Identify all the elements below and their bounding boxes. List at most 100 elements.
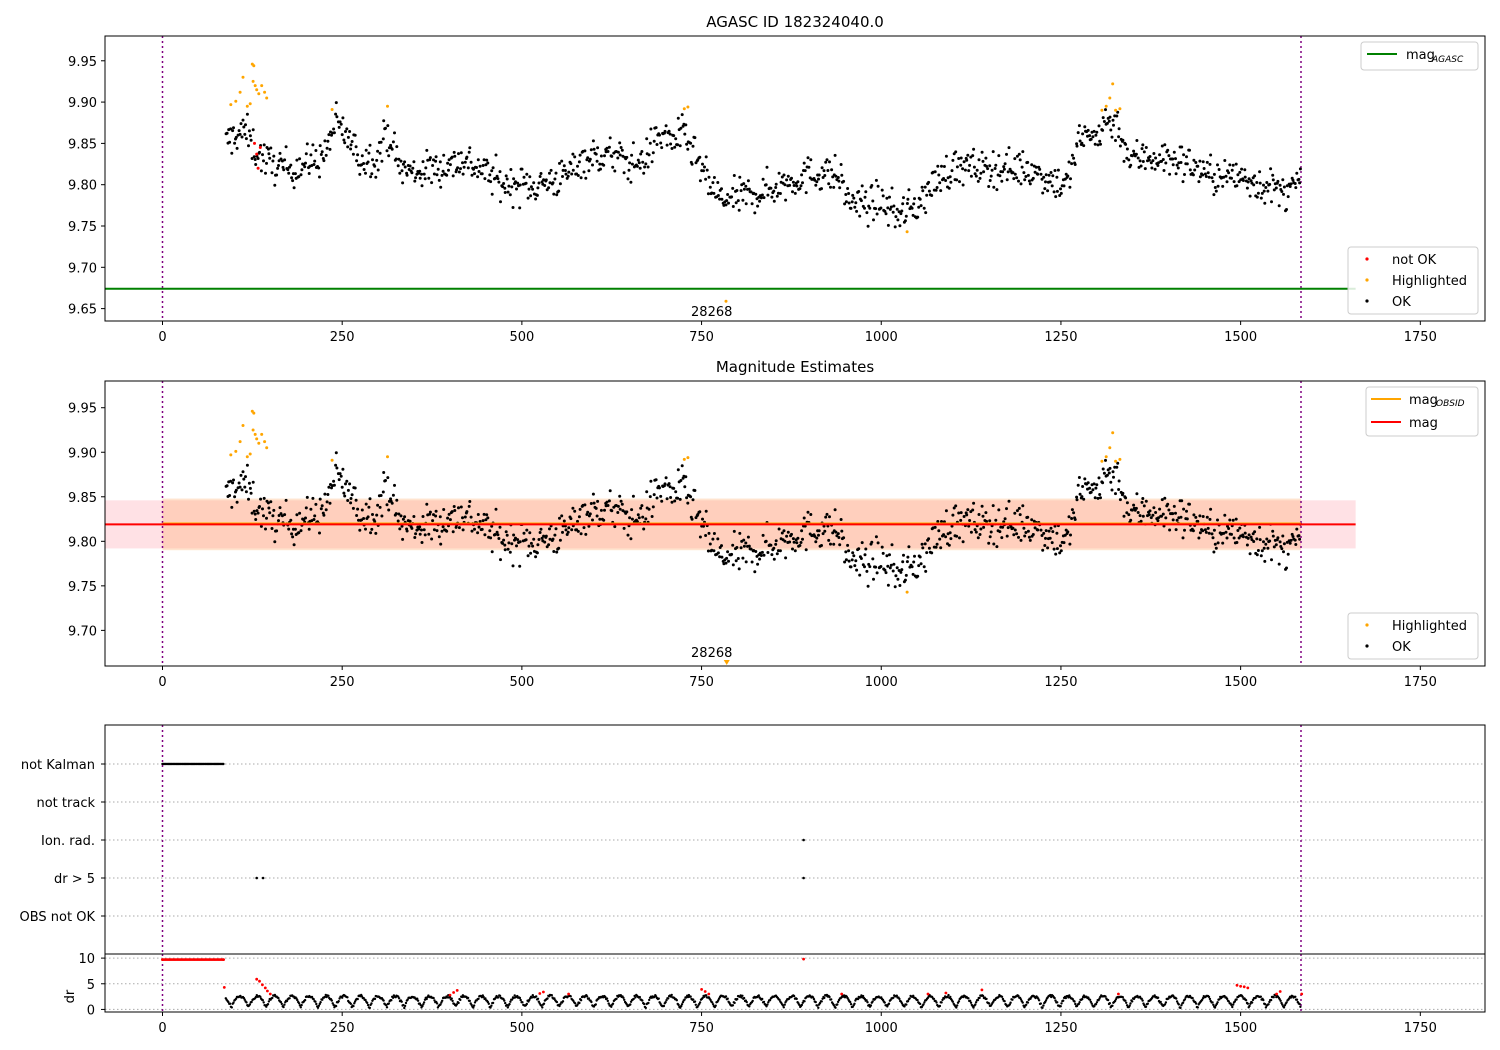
y-tick-label: 9.90 <box>68 96 97 111</box>
ok-point <box>1086 481 1090 485</box>
ok-point <box>374 175 378 179</box>
ok-point <box>1006 526 1010 530</box>
ok-point <box>1188 168 1192 172</box>
ok-point <box>858 573 862 577</box>
ok-point <box>641 160 645 164</box>
flag-points-3 <box>255 876 805 880</box>
ok-point <box>911 213 915 217</box>
ok-point <box>243 132 247 136</box>
highlighted-point <box>260 84 264 88</box>
dr-point <box>657 997 660 1000</box>
dr-point <box>1044 999 1048 1002</box>
ok-point <box>437 535 441 539</box>
ok-point <box>414 176 418 180</box>
ok-point <box>511 206 515 209</box>
ok-point <box>642 171 646 175</box>
dr-point <box>1037 999 1041 1002</box>
ok-point <box>501 541 505 545</box>
dr-point <box>288 997 291 1000</box>
ok-point <box>297 175 301 179</box>
ok-point <box>553 533 557 537</box>
ok-point <box>366 160 370 164</box>
dr-point <box>283 1003 286 1006</box>
dr-point <box>1156 996 1160 999</box>
dr-point <box>768 999 772 1002</box>
ok-point <box>1070 162 1074 166</box>
ok-point <box>339 122 343 126</box>
dr-point <box>1146 1002 1150 1005</box>
ok-point <box>619 499 623 503</box>
ok-point <box>825 158 829 162</box>
ok-point <box>726 193 730 196</box>
ok-point <box>499 200 502 204</box>
ok-point <box>939 546 943 550</box>
ok-point <box>395 145 399 149</box>
ok-point <box>884 571 888 575</box>
dr-point <box>1039 1002 1043 1005</box>
ok-point <box>957 157 961 160</box>
ok-point <box>1082 497 1086 501</box>
dr-point <box>812 998 816 1001</box>
ok-point <box>1243 175 1247 179</box>
dr-point <box>742 996 746 1000</box>
ok-point <box>461 161 464 165</box>
ok-point <box>641 515 645 519</box>
ok-point <box>1127 158 1131 162</box>
ok-point <box>772 199 776 203</box>
ok-point <box>712 191 716 195</box>
x-tick-label: 1750 <box>1404 1021 1437 1036</box>
ok-point <box>627 168 631 172</box>
ok-point <box>974 174 978 178</box>
ok-point <box>1171 512 1175 516</box>
ok-point <box>997 154 1001 158</box>
ok-point <box>831 531 835 535</box>
x-tick-label: 750 <box>689 1021 714 1036</box>
ok-point <box>1150 166 1154 170</box>
ok-point <box>1201 515 1205 518</box>
ok-point <box>375 158 379 162</box>
y-tick-label: 9.95 <box>68 55 97 70</box>
ok-point <box>608 136 612 140</box>
ok-point <box>1143 167 1147 171</box>
ok-point <box>457 152 460 156</box>
highlighted-point <box>234 449 238 453</box>
ok-point <box>284 498 288 502</box>
ok-point <box>906 197 910 201</box>
ok-point <box>241 470 245 474</box>
dr-point <box>455 1003 459 1006</box>
ok-point <box>320 504 324 508</box>
ok-point <box>940 520 943 523</box>
ok-point <box>670 500 674 504</box>
ok-point <box>478 164 482 168</box>
dr-point <box>781 1004 785 1007</box>
ok-point <box>1011 171 1015 175</box>
ok-point <box>937 529 941 533</box>
highlighted-point <box>248 452 252 456</box>
ok-point <box>548 171 551 175</box>
ok-point <box>1083 125 1087 129</box>
highlighted-point <box>682 457 686 461</box>
ok-point <box>1179 161 1183 164</box>
ok-point <box>1055 189 1059 193</box>
ok-point <box>241 118 245 122</box>
ok-point <box>228 140 232 144</box>
ok-point <box>736 199 740 203</box>
ok-point <box>608 489 612 493</box>
ok-point <box>741 198 745 202</box>
dr-point <box>828 995 831 999</box>
legend-label: Highlighted <box>1392 274 1467 289</box>
ok-point <box>1198 514 1202 518</box>
ok-point <box>579 532 583 536</box>
ok-point <box>483 533 487 537</box>
ok-point <box>473 527 476 531</box>
dr-point <box>941 998 944 1002</box>
ok-point <box>242 477 246 481</box>
ok-point <box>328 501 332 505</box>
ok-point <box>1013 528 1017 532</box>
ok-point <box>1205 515 1209 519</box>
ok-point <box>425 148 429 152</box>
ok-point <box>1138 159 1142 163</box>
dr-point <box>943 997 946 1000</box>
ok-point <box>732 529 736 533</box>
ok-point <box>1028 182 1032 186</box>
